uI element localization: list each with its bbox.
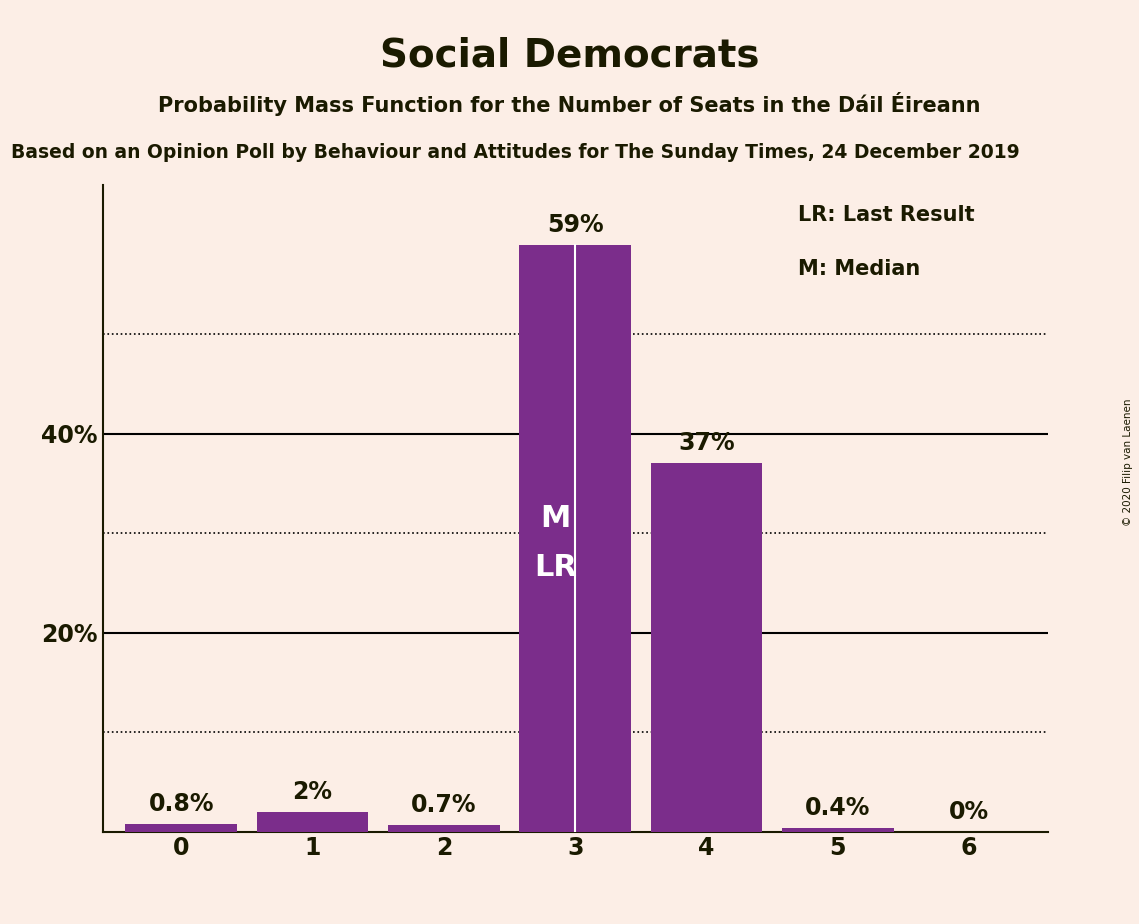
Text: M: M bbox=[540, 504, 571, 532]
Text: 0.7%: 0.7% bbox=[411, 793, 476, 817]
Text: 0.8%: 0.8% bbox=[148, 792, 214, 816]
Text: Probability Mass Function for the Number of Seats in the Dáil Éireann: Probability Mass Function for the Number… bbox=[158, 92, 981, 116]
Text: Social Democrats: Social Democrats bbox=[379, 37, 760, 75]
Bar bbox=[388, 824, 500, 832]
Text: Based on an Opinion Poll by Behaviour and Attitudes for The Sunday Times, 24 Dec: Based on an Opinion Poll by Behaviour an… bbox=[11, 143, 1021, 163]
Text: 2%: 2% bbox=[293, 780, 333, 804]
Bar bbox=[125, 823, 237, 832]
Bar bbox=[256, 811, 368, 832]
Bar bbox=[650, 464, 762, 832]
Text: 37%: 37% bbox=[678, 432, 735, 456]
Text: 0%: 0% bbox=[949, 799, 989, 823]
Text: © 2020 Filip van Laenen: © 2020 Filip van Laenen bbox=[1123, 398, 1133, 526]
Bar bbox=[782, 828, 894, 832]
Text: 59%: 59% bbox=[547, 213, 604, 237]
Bar bbox=[519, 245, 631, 832]
Text: LR: LR bbox=[534, 553, 577, 582]
Text: M: Median: M: Median bbox=[798, 260, 920, 279]
Text: 0.4%: 0.4% bbox=[805, 796, 870, 820]
Text: LR: Last Result: LR: Last Result bbox=[798, 205, 975, 225]
